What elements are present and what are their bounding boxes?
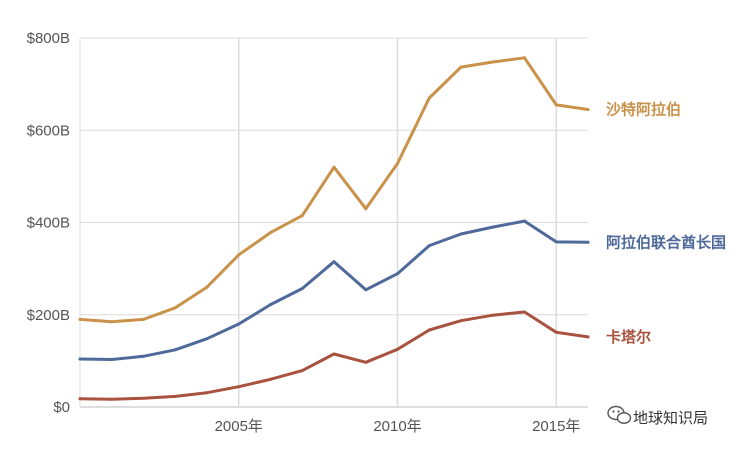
data-point	[142, 354, 145, 358]
data-point	[269, 231, 272, 235]
data-point	[205, 391, 209, 395]
data-point	[205, 337, 209, 341]
data-point	[332, 165, 336, 169]
x-tick-label: 2005年	[215, 418, 263, 435]
data-point	[554, 330, 558, 334]
data-point	[110, 320, 114, 324]
data-point	[142, 317, 145, 321]
series-label: 阿拉伯联合酋长国	[606, 233, 726, 251]
x-tick-label: 2010年	[373, 418, 421, 435]
data-point	[237, 322, 241, 326]
data-point	[396, 272, 399, 276]
data-point	[491, 60, 495, 64]
data-point	[364, 207, 368, 211]
series-line	[78, 310, 590, 401]
y-tick-label: $600B	[27, 122, 70, 139]
y-tick-label: $0	[53, 399, 70, 416]
data-point	[586, 335, 590, 339]
data-point	[396, 162, 399, 165]
data-point	[396, 347, 399, 351]
data-point	[491, 225, 495, 229]
data-point	[427, 328, 431, 332]
data-point	[427, 96, 431, 100]
series-layer	[78, 56, 590, 401]
data-point	[491, 313, 495, 317]
data-point	[459, 65, 463, 69]
data-point	[269, 303, 272, 307]
data-point	[78, 397, 82, 401]
data-point	[110, 397, 114, 401]
data-point	[427, 244, 431, 248]
data-point	[300, 287, 304, 290]
data-point	[332, 260, 336, 264]
data-point	[142, 396, 145, 400]
data-point	[554, 240, 558, 244]
data-point	[205, 285, 209, 289]
grid-layer	[79, 37, 588, 408]
data-point	[173, 348, 177, 352]
data-point	[78, 317, 82, 321]
data-point	[237, 253, 241, 257]
series-label: 卡塔尔	[606, 328, 651, 346]
wechat-icon	[607, 405, 632, 424]
data-point	[554, 103, 558, 107]
series-line	[78, 56, 590, 324]
data-point	[523, 310, 526, 314]
data-point	[586, 108, 590, 111]
data-point	[459, 319, 463, 323]
data-point	[173, 394, 177, 398]
data-point	[586, 240, 590, 244]
data-point	[459, 232, 463, 236]
data-point	[332, 352, 336, 356]
data-point	[173, 306, 177, 310]
watermark-text: 地球知识局	[633, 409, 708, 427]
data-point	[237, 385, 241, 389]
data-point	[300, 369, 304, 373]
x-tick-label: 2015年	[532, 418, 580, 435]
y-tick-label: $200B	[27, 307, 70, 324]
y-tick-label: $800B	[27, 30, 70, 47]
data-point	[523, 56, 526, 60]
y-tick-label: $400B	[27, 215, 70, 232]
data-point	[300, 214, 304, 218]
data-point	[110, 358, 114, 361]
watermark: 地球知识局	[607, 405, 708, 427]
data-point	[269, 377, 272, 381]
data-point	[78, 357, 82, 361]
data-point	[364, 360, 368, 364]
series-line	[78, 219, 590, 361]
data-point	[364, 288, 368, 292]
axis-layer: $0 $200B $400B $600B $800B 2005年 2010年 2015年	[27, 30, 581, 435]
data-point	[523, 219, 526, 223]
series-label: 沙特阿拉伯	[606, 100, 681, 118]
